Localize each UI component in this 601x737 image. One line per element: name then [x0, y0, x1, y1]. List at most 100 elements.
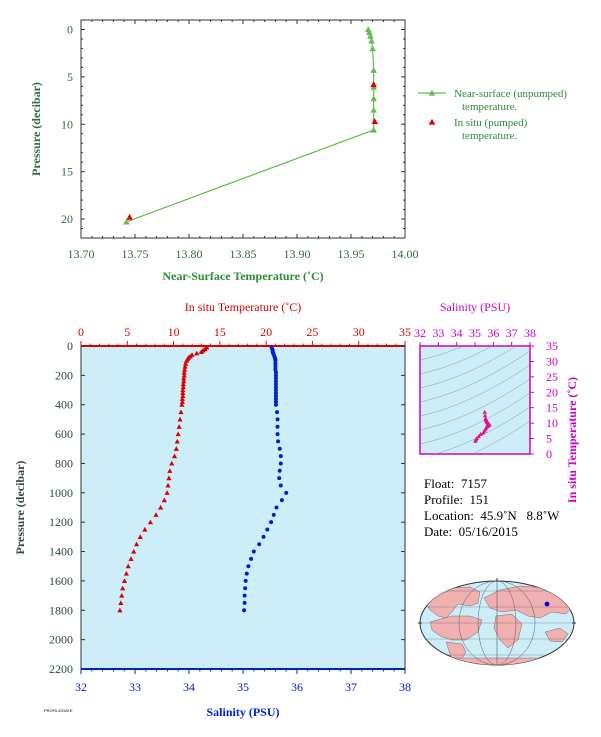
salinity-point	[278, 454, 283, 459]
temperature-point	[182, 366, 188, 372]
legend: Near-surface (unpumped)temperature.In si…	[418, 88, 567, 142]
ts-point	[482, 413, 488, 418]
near-surface-point	[370, 95, 377, 102]
y-tick-label: 400	[55, 398, 73, 412]
salinity-point	[265, 527, 270, 532]
temperature-point	[181, 378, 187, 384]
temperature-point	[173, 446, 179, 451]
temperature-point	[117, 607, 123, 613]
ts-point	[476, 434, 481, 439]
density-contour	[410, 232, 540, 292]
temperature-point	[153, 512, 159, 517]
salinity-point	[261, 534, 266, 539]
top-axis-label: In situ Temperature (˚C)	[185, 300, 302, 314]
ts-y-axis-label: In situ Temperature (˚C)	[565, 377, 579, 503]
top-tick-label: 20	[260, 325, 272, 339]
ts-y-tick-label: 25	[546, 370, 558, 384]
salinity-point	[249, 556, 254, 561]
salinity-point	[273, 393, 278, 398]
y-tick-label: 0	[67, 22, 73, 36]
temperature-point	[161, 497, 167, 503]
temperature-point	[181, 375, 187, 381]
bottom-tick-label: 37	[345, 680, 357, 694]
temperature-point	[180, 390, 186, 396]
temperature-point	[180, 384, 186, 390]
near-surface-point	[370, 126, 377, 133]
temperature-point	[121, 578, 128, 583]
meridian	[458, 581, 536, 665]
salinity-point	[273, 390, 278, 395]
plot-frame	[80, 345, 406, 670]
ts-x-tick-label: 38	[524, 326, 536, 340]
salinity-point	[278, 461, 283, 466]
float-info-profile: Profile: 151	[424, 492, 489, 507]
near-surface-chart: 13.70 13.75 13.80 13.85 13.90 13.95 14.00 0 5 10 1…	[29, 19, 567, 283]
ts-x-tick-label: 32	[414, 326, 426, 340]
top-tick-label: 10	[168, 325, 180, 339]
ts-y-tick-label: 15	[546, 401, 558, 415]
bottom-tick-label: 34	[183, 680, 195, 694]
salinity-point	[246, 564, 251, 569]
legend-label-in-situ-1: In situ (pumped)	[454, 117, 528, 129]
temperature-point	[120, 585, 126, 591]
continent	[483, 585, 574, 619]
continent	[544, 627, 569, 643]
top-tick-label: 15	[214, 325, 226, 339]
legend-marker-in-situ	[428, 118, 436, 125]
legend-label-in-situ-2: temperature.	[462, 130, 518, 142]
temperature-point	[181, 369, 187, 375]
temperature-point	[131, 548, 137, 554]
temperature-point	[198, 349, 204, 354]
y-tick-label: 600	[55, 427, 73, 441]
ts-x-tick-label: 33	[432, 326, 444, 340]
density-contour	[420, 392, 530, 445]
bottom-tick-label: 36	[291, 680, 303, 694]
x-tick-label: 13.95	[338, 247, 365, 261]
y-tick-label: 2200	[49, 662, 73, 676]
salinity-point	[257, 542, 262, 547]
salinity-point	[277, 468, 282, 473]
salinity-point	[273, 399, 278, 404]
y-tick-label: 1400	[49, 545, 73, 559]
bottom-tick-label: 32	[75, 680, 87, 694]
profile-chart: 0 5 10 15 20 25 30 35 In situ Temperature (˚C) 32…	[13, 300, 411, 719]
salinity-point	[273, 358, 278, 363]
salinity-point	[273, 364, 278, 369]
salinity-point	[273, 373, 278, 378]
y-tick-label: 800	[55, 456, 73, 470]
in-situ-point	[370, 81, 377, 88]
top-tick-label: 5	[124, 325, 130, 339]
density-contour	[420, 346, 493, 375]
bottom-tick-label: 38	[399, 680, 411, 694]
salinity-point	[273, 370, 278, 375]
temperature-point	[180, 393, 186, 398]
temperature-point	[182, 363, 188, 369]
y-tick-label: 20	[61, 212, 73, 226]
salinity-point	[273, 382, 278, 387]
in-situ-point	[371, 118, 379, 125]
density-contour	[420, 350, 530, 403]
near-surface-point	[366, 29, 373, 35]
float-info-date: Date: 05/16/2015	[424, 524, 518, 539]
ts-title: Salinity (PSU)	[440, 300, 510, 314]
salinity-point	[271, 512, 276, 517]
y-tick-label: 200	[55, 368, 73, 382]
y-tick-label: 10	[61, 117, 73, 131]
x-tick-label: 13.80	[176, 247, 203, 261]
y-tick-label: 1200	[49, 515, 73, 529]
temperature-point	[180, 381, 186, 387]
salinity-point	[243, 586, 248, 591]
y-tick-label: 2000	[49, 633, 73, 647]
salinity-point	[275, 417, 280, 422]
top-tick-label: 0	[78, 325, 84, 339]
legend-label-near-surface-2: temperature.	[462, 101, 518, 113]
salinity-point	[243, 578, 248, 583]
y-tick-label: 5	[67, 70, 73, 84]
x-tick-label: 13.85	[230, 247, 257, 261]
density-contours	[410, 232, 540, 454]
y-axis-label: Pressure (decibar)	[13, 461, 27, 555]
ts-y-tick-label: 0	[546, 447, 552, 461]
y-tick-label: 0	[67, 339, 73, 353]
